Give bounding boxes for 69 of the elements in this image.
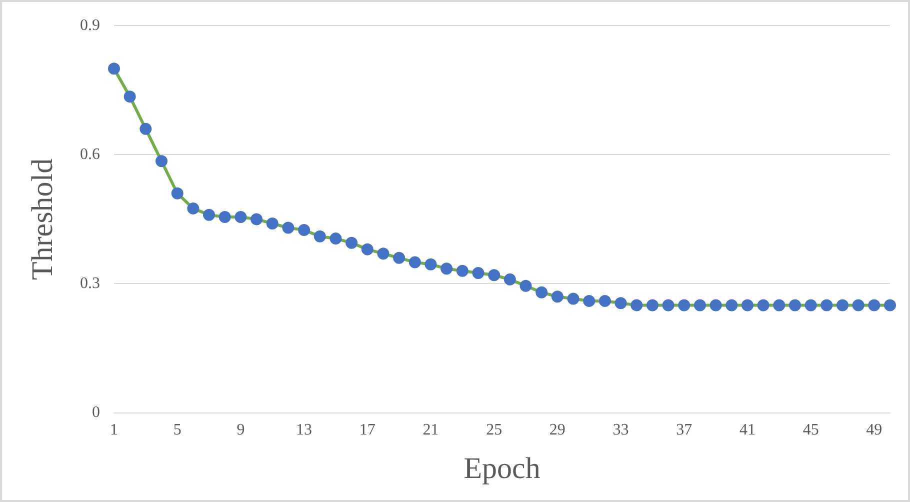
- point: [726, 299, 738, 312]
- point: [472, 266, 484, 279]
- point: [346, 236, 358, 249]
- point: [710, 299, 722, 312]
- point: [694, 299, 706, 312]
- x-tick-label: 45: [802, 422, 819, 439]
- point: [330, 232, 342, 245]
- x-tick-label: 49: [866, 422, 882, 439]
- x-tick-label: 21: [422, 422, 439, 439]
- point: [234, 211, 247, 224]
- point: [456, 264, 468, 277]
- point: [820, 299, 833, 312]
- y-axis-title: Threshold: [26, 158, 59, 280]
- x-tick-label: 33: [612, 422, 629, 439]
- point: [266, 218, 278, 230]
- point: [836, 299, 848, 312]
- point: [393, 252, 406, 264]
- point: [171, 187, 184, 200]
- point: [140, 122, 152, 135]
- x-tick-label: 5: [173, 422, 182, 439]
- point: [203, 208, 216, 221]
- point: [757, 299, 770, 312]
- y-tick-label: 0.3: [80, 274, 100, 292]
- x-tick-label: 37: [676, 422, 692, 439]
- point: [646, 299, 658, 312]
- x-axis-title: Epoch: [464, 452, 540, 485]
- y-tick-label: 0.9: [80, 16, 100, 34]
- point: [630, 299, 643, 312]
- point: [424, 258, 437, 270]
- x-tick-label: 25: [486, 422, 502, 439]
- point: [488, 269, 500, 282]
- x-tick-label: 17: [359, 422, 376, 439]
- point: [884, 299, 896, 312]
- x-tick-label: 29: [549, 422, 566, 439]
- point: [804, 299, 817, 312]
- point: [567, 292, 580, 305]
- point: [282, 222, 294, 234]
- point: [773, 299, 786, 312]
- point: [250, 213, 263, 226]
- point: [741, 299, 754, 312]
- point: [408, 256, 421, 268]
- point: [788, 299, 801, 312]
- point: [124, 90, 136, 103]
- point: [314, 230, 326, 242]
- point: [852, 299, 864, 312]
- point: [868, 299, 880, 312]
- y-tick-label: 0.6: [80, 146, 100, 163]
- x-tick-label: 41: [739, 422, 756, 439]
- point: [662, 299, 674, 312]
- point: [298, 224, 310, 236]
- point: [218, 211, 231, 224]
- point: [187, 202, 200, 214]
- point: [504, 273, 516, 286]
- point: [598, 294, 611, 307]
- point: [520, 280, 532, 292]
- point: [108, 62, 120, 75]
- point: [361, 243, 374, 256]
- point: [536, 286, 548, 298]
- y-tick-label: 0: [92, 404, 100, 422]
- x-tick-label: 1: [110, 422, 118, 439]
- point: [583, 294, 596, 307]
- point: [614, 297, 627, 310]
- point: [551, 290, 564, 303]
- x-tick-label: 9: [236, 422, 245, 439]
- point: [156, 155, 168, 168]
- point: [377, 248, 390, 260]
- point: [440, 262, 453, 275]
- x-tick-label: 13: [296, 422, 312, 439]
- point: [678, 299, 690, 312]
